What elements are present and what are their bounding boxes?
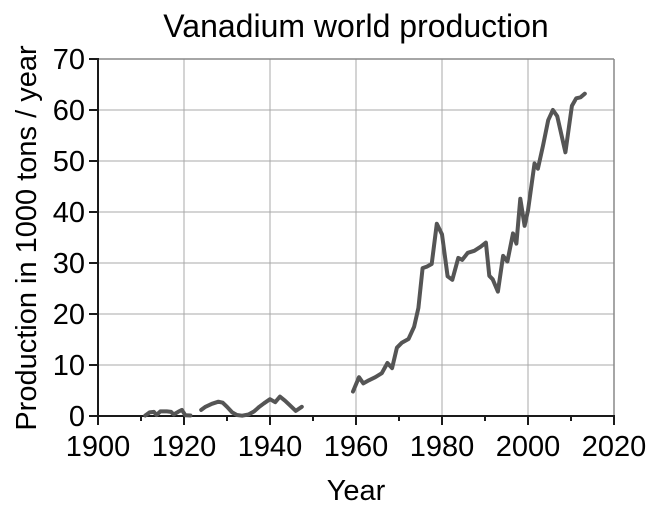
y-tick-label: 10 <box>53 350 85 382</box>
production-line-segment <box>199 394 304 418</box>
y-tick-label: 50 <box>53 146 85 178</box>
y-tick-label: 70 <box>53 44 85 76</box>
x-tick-label: 2020 <box>582 431 647 463</box>
x-tick-label: 1900 <box>66 431 131 463</box>
chart-plot-area: 1900 1920 1940 1960 1980 2000 2020 0 10 20 30 40 50 6… <box>53 44 647 463</box>
y-tick-label: 40 <box>53 197 85 229</box>
production-line-segment <box>351 91 587 394</box>
y-tick-label: 0 <box>69 401 85 433</box>
y-tick-label: 30 <box>53 248 85 280</box>
x-tick-label: 1920 <box>152 431 217 463</box>
x-axis-label: Year <box>327 475 386 507</box>
y-axis-label: Production in 1000 tons / year <box>11 45 43 431</box>
y-tick-label: 60 <box>53 95 85 127</box>
y-tick-label: 20 <box>53 299 85 331</box>
x-tick-label: 1960 <box>324 431 389 463</box>
x-tick-label: 2000 <box>496 431 561 463</box>
x-tick-label: 1980 <box>410 431 475 463</box>
chart-title: Vanadium world production <box>163 8 548 44</box>
production-line-segment <box>143 407 193 418</box>
x-tick-label: 1940 <box>238 431 303 463</box>
